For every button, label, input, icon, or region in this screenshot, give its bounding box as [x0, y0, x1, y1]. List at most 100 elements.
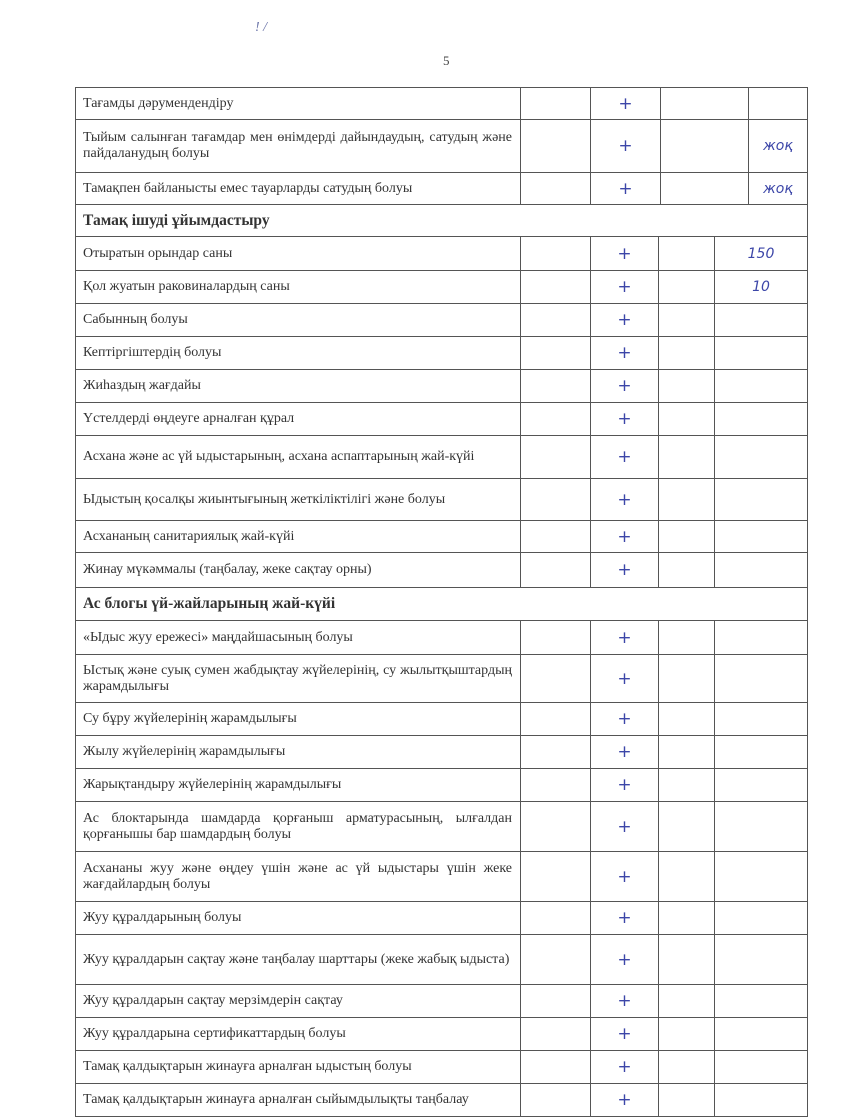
criterion-text: Жиһаздың жағдайы	[76, 370, 521, 402]
handwritten-note	[715, 1051, 807, 1083]
empty-cell	[521, 985, 591, 1017]
criterion-text: Жуу құралдарын сақтау мерзімдерін сақтау	[76, 985, 521, 1017]
empty-cell	[659, 769, 715, 801]
check-mark: +	[591, 173, 661, 204]
criterion-text: Жинау мүкәммалы (таңбалау, жеке сақтау о…	[76, 553, 521, 587]
check-mark: +	[591, 88, 661, 119]
empty-cell	[661, 88, 749, 119]
criterion-text: Үстелдерді өңдеуге арналған құрал	[76, 403, 521, 435]
handwritten-note	[749, 88, 807, 119]
empty-cell	[521, 337, 591, 369]
handwritten-note	[715, 436, 807, 478]
handwritten-note	[715, 655, 807, 702]
page-number: 5	[443, 53, 450, 68]
table-row: Сабынның болуы +	[75, 304, 808, 337]
empty-cell	[521, 479, 591, 520]
table-row: Отыратын орындар саны +150	[75, 237, 808, 271]
criterion-text: «Ыдыс жуу ережесі» маңдайшасының болуы	[76, 621, 521, 654]
check-mark: +	[591, 852, 659, 901]
table-row: Тағамды дәрумендендіру +	[75, 88, 808, 120]
handwritten-note	[715, 621, 807, 654]
handwritten-note	[715, 902, 807, 934]
empty-cell	[659, 1084, 715, 1116]
criterion-text: Асхана және ас үй ыдыстарының, асхана ас…	[76, 436, 521, 478]
check-mark: +	[591, 403, 659, 435]
empty-cell	[521, 304, 591, 336]
check-mark: +	[591, 1051, 659, 1083]
criterion-text: Жарықтандыру жүйелерінің жарамдылығы	[76, 769, 521, 801]
table-row: Асхана және ас үй ыдыстарының, асхана ас…	[75, 436, 808, 479]
empty-cell	[659, 553, 715, 587]
empty-cell	[521, 521, 591, 552]
empty-cell	[521, 1018, 591, 1050]
empty-cell	[521, 271, 591, 303]
table-row: Тыйым салынған тағамдар мен өнімдерді да…	[75, 120, 808, 173]
table-row: Тамақ қалдықтарын жинауға арналған сыйым…	[75, 1084, 808, 1117]
criterion-text: Тамақ қалдықтарын жинауға арналған сыйым…	[76, 1084, 521, 1116]
handwritten-note	[715, 337, 807, 369]
section-header-row: Тамақ ішуді ұйымдастыру	[75, 205, 808, 237]
handwritten-note: жоқ	[763, 138, 793, 154]
handwritten-note	[715, 1084, 807, 1116]
criterion-text: Жуу құралдарының болуы	[76, 902, 521, 934]
empty-cell	[661, 173, 749, 204]
empty-cell	[521, 120, 591, 172]
handwritten-note	[715, 403, 807, 435]
table-row: Жиһаздың жағдайы +	[75, 370, 808, 403]
table-row: Асхананың санитариялық жай-күйі +	[75, 521, 808, 553]
empty-cell	[659, 703, 715, 735]
handwritten-note	[715, 304, 807, 336]
check-mark: +	[591, 985, 659, 1017]
check-mark: +	[591, 120, 661, 172]
check-mark: +	[591, 271, 659, 303]
criterion-text: Тамақпен байланысты емес тауарларды сату…	[76, 173, 521, 204]
empty-cell	[659, 802, 715, 851]
criterion-text: Сабынның болуы	[76, 304, 521, 336]
criterion-text: Ыдыстың қосалқы жиынтығының жеткіліктілі…	[76, 479, 521, 520]
check-mark: +	[591, 736, 659, 768]
check-mark: +	[591, 370, 659, 402]
criterion-text: Ыстық және суық сумен жабдықтау жүйелері…	[76, 655, 521, 702]
handwritten-note: 10	[752, 279, 770, 295]
empty-cell	[659, 1018, 715, 1050]
criterion-text: Жылу жүйелерінің жарамдылығы	[76, 736, 521, 768]
criterion-text: Тағамды дәрумендендіру	[76, 88, 521, 119]
criterion-text: Жуу құралдарына сертификаттардың болуы	[76, 1018, 521, 1050]
empty-cell	[521, 703, 591, 735]
check-mark: +	[591, 521, 659, 552]
check-mark: +	[591, 304, 659, 336]
empty-cell	[521, 88, 591, 119]
table-row: Тамақпен байланысты емес тауарларды сату…	[75, 173, 808, 205]
empty-cell	[659, 436, 715, 478]
handwritten-note	[715, 1018, 807, 1050]
empty-cell	[659, 237, 715, 270]
check-mark: +	[591, 621, 659, 654]
table-row: Ас блоктарында шамдарда қорғаныш арматур…	[75, 802, 808, 852]
empty-cell	[659, 655, 715, 702]
criterion-text: Қол жуатын раковиналардың саны	[76, 271, 521, 303]
table-row: Асхананы жуу және өңдеу үшін және ас үй …	[75, 852, 808, 902]
check-mark: +	[591, 802, 659, 851]
table-row: «Ыдыс жуу ережесі» маңдайшасының болуы +	[75, 621, 808, 655]
empty-cell	[521, 1051, 591, 1083]
empty-cell	[521, 173, 591, 204]
empty-cell	[521, 436, 591, 478]
table-row: Жуу құралдарын сақтау мерзімдерін сақтау…	[75, 985, 808, 1018]
empty-cell	[521, 237, 591, 270]
handwritten-note: 150	[747, 245, 775, 262]
empty-cell	[659, 985, 715, 1017]
section-header-row: Ас блогы үй-жайларының жай-күйі	[75, 588, 808, 621]
check-mark: +	[591, 1084, 659, 1116]
empty-cell	[659, 403, 715, 435]
empty-cell	[521, 802, 591, 851]
handwritten-note	[715, 935, 807, 984]
empty-cell	[659, 736, 715, 768]
empty-cell	[521, 655, 591, 702]
handwritten-note	[715, 703, 807, 735]
empty-cell	[521, 621, 591, 654]
handwritten-note	[715, 802, 807, 851]
table-row: Жуу құралдарына сертификаттардың болуы +	[75, 1018, 808, 1051]
empty-cell	[521, 370, 591, 402]
check-mark: +	[591, 553, 659, 587]
check-mark: +	[591, 337, 659, 369]
